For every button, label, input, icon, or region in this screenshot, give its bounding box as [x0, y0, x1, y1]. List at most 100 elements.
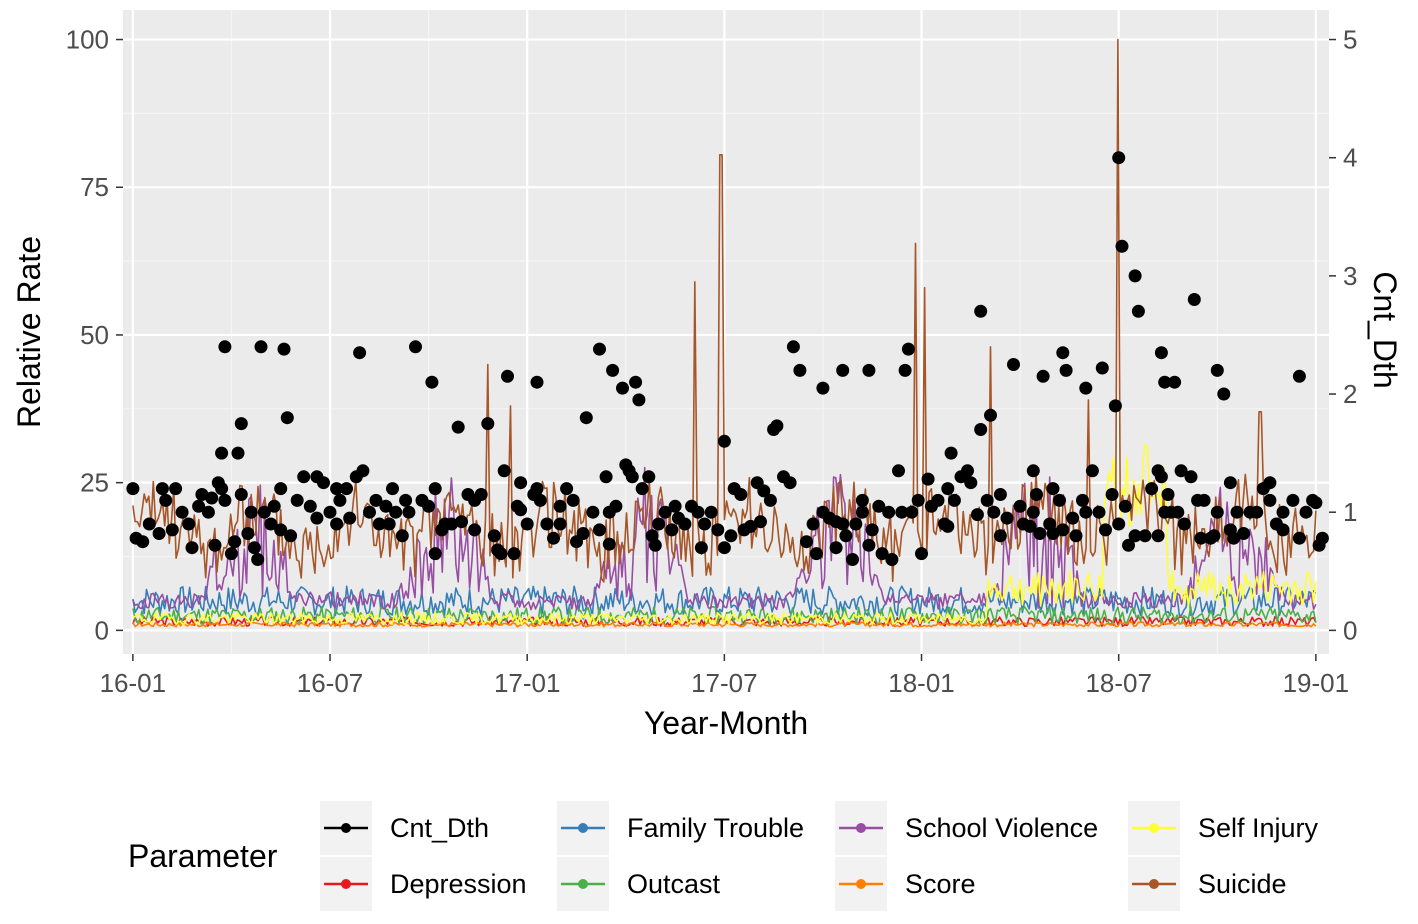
- data-point-cnt-dth: [1276, 523, 1290, 537]
- data-point-cnt-dth: [593, 342, 606, 356]
- data-point-cnt-dth: [264, 517, 278, 531]
- data-point-cnt-dth: [422, 499, 436, 513]
- y-tick-label: 0: [95, 615, 109, 645]
- legend-label: Cnt_Dth: [390, 813, 489, 843]
- data-point-cnt-dth: [1112, 517, 1126, 531]
- data-point-cnt-dth: [984, 408, 997, 422]
- data-point-cnt-dth: [944, 446, 958, 460]
- data-point-cnt-dth: [1105, 488, 1119, 501]
- data-point-cnt-dth: [553, 499, 567, 513]
- data-point-cnt-dth: [1046, 482, 1060, 496]
- data-point-cnt-dth: [445, 517, 459, 531]
- data-point-cnt-dth: [165, 523, 179, 537]
- data-point-cnt-dth: [1128, 529, 1142, 543]
- data-point-cnt-dth: [625, 470, 639, 484]
- data-point-cnt-dth: [1151, 529, 1165, 543]
- data-point-cnt-dth: [1292, 531, 1306, 545]
- data-point-cnt-dth: [1046, 527, 1060, 540]
- data-point-cnt-dth: [635, 482, 649, 496]
- data-point-cnt-dth: [1309, 496, 1323, 510]
- data-point-cnt-dth: [155, 482, 169, 496]
- y-axis-title: Relative Rate: [11, 236, 47, 428]
- legend-label: Suicide: [1198, 869, 1287, 899]
- data-point-cnt-dth: [369, 493, 383, 507]
- x-tick-label: 18-07: [1085, 668, 1152, 698]
- data-point-cnt-dth: [599, 470, 613, 484]
- data-point-cnt-dth: [274, 482, 288, 496]
- data-point-cnt-dth: [806, 517, 820, 531]
- data-point-cnt-dth: [691, 505, 705, 519]
- data-point-cnt-dth: [487, 529, 501, 543]
- data-point-cnt-dth: [855, 505, 869, 519]
- data-point-cnt-dth: [964, 476, 978, 490]
- data-point-cnt-dth: [593, 523, 606, 537]
- data-point-cnt-dth: [290, 493, 304, 507]
- data-point-cnt-dth: [744, 519, 758, 533]
- data-point-cnt-dth: [658, 505, 672, 519]
- data-point-cnt-dth: [947, 493, 961, 507]
- data-point-cnt-dth: [1033, 527, 1047, 540]
- data-point-cnt-dth: [481, 417, 495, 431]
- y-axis-left: 0 25 50 75 100: [66, 25, 123, 645]
- data-point-cnt-dth: [1223, 476, 1237, 490]
- series-points: [126, 151, 1329, 566]
- data-point-cnt-dth: [1207, 529, 1221, 543]
- data-point-cnt-dth: [343, 511, 357, 525]
- data-point-cnt-dth: [642, 470, 656, 484]
- data-point-cnt-dth: [1194, 531, 1208, 545]
- data-point-cnt-dth: [793, 363, 807, 377]
- data-point-cnt-dth: [629, 375, 643, 389]
- legend-label: Family Trouble: [627, 813, 804, 843]
- data-point-cnt-dth: [340, 482, 353, 496]
- data-point-cnt-dth: [668, 499, 682, 513]
- data-point-cnt-dth: [215, 482, 229, 496]
- data-point-cnt-dth: [1128, 269, 1142, 283]
- data-point-cnt-dth: [1079, 505, 1093, 519]
- data-point-cnt-dth: [185, 541, 199, 555]
- data-point-cnt-dth: [1122, 538, 1135, 552]
- x-axis: 16-01 16-07 17-01 17-07 18-01 18-07 19-01: [100, 654, 1349, 698]
- series-line-suicide: [132, 38, 1317, 583]
- data-point-cnt-dth: [402, 505, 416, 519]
- data-point-cnt-dth: [530, 482, 544, 496]
- data-point-cnt-dth: [1076, 493, 1089, 507]
- data-point-cnt-dth: [356, 464, 370, 478]
- data-point-cnt-dth: [330, 482, 344, 496]
- data-point-cnt-dth: [1030, 488, 1043, 501]
- data-point-cnt-dth: [915, 547, 928, 561]
- x-tick-label: 16-01: [100, 668, 167, 698]
- data-point-cnt-dth: [987, 505, 1001, 519]
- data-point-cnt-dth: [169, 482, 183, 496]
- data-point-cnt-dth: [800, 535, 813, 549]
- data-point-cnt-dth: [514, 476, 528, 490]
- data-point-cnt-dth: [757, 484, 771, 498]
- legend-key-dot: [856, 879, 866, 889]
- data-point-cnt-dth: [579, 411, 593, 425]
- data-point-cnt-dth: [372, 517, 386, 531]
- data-point-cnt-dth: [901, 342, 915, 356]
- data-point-cnt-dth: [602, 505, 616, 519]
- data-point-cnt-dth: [389, 505, 403, 519]
- data-point-cnt-dth: [468, 523, 482, 537]
- data-point-cnt-dth: [201, 505, 215, 519]
- data-point-cnt-dth: [872, 499, 886, 513]
- data-point-cnt-dth: [602, 537, 616, 551]
- data-point-cnt-dth: [829, 515, 843, 529]
- data-point-cnt-dth: [257, 505, 271, 519]
- data-point-cnt-dth: [770, 419, 784, 433]
- data-point-cnt-dth: [208, 538, 222, 552]
- data-point-cnt-dth: [1250, 505, 1264, 519]
- data-point-cnt-dth: [931, 493, 945, 507]
- data-point-cnt-dth: [428, 547, 442, 561]
- data-point-cnt-dth: [323, 505, 337, 519]
- data-point-cnt-dth: [855, 493, 869, 507]
- data-point-cnt-dth: [1184, 470, 1198, 484]
- data-point-cnt-dth: [231, 446, 245, 460]
- data-point-cnt-dth: [1013, 499, 1027, 513]
- x-tick-label: 17-07: [691, 668, 758, 698]
- series-lines: [132, 38, 1317, 628]
- data-point-cnt-dth: [1171, 505, 1185, 519]
- y2-tick-label: 2: [1343, 379, 1357, 409]
- data-point-cnt-dth: [247, 541, 261, 555]
- y2-tick-label: 4: [1343, 143, 1357, 173]
